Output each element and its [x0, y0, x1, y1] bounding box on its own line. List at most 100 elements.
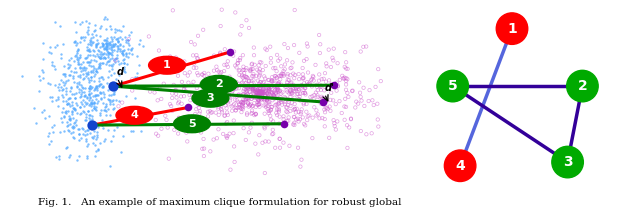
- Point: [285, 66, 296, 70]
- Point: [44, 50, 54, 54]
- Point: [97, 41, 108, 44]
- Point: [262, 92, 273, 95]
- Point: [190, 112, 200, 116]
- Point: [118, 135, 128, 138]
- Point: [198, 92, 209, 95]
- Point: [118, 45, 129, 48]
- Point: [250, 112, 260, 115]
- Point: [243, 101, 253, 104]
- Point: [105, 98, 115, 102]
- Point: [248, 87, 259, 90]
- Point: [282, 89, 292, 92]
- Point: [106, 52, 116, 55]
- Point: [61, 92, 71, 95]
- Point: [44, 114, 54, 118]
- Point: [89, 101, 99, 105]
- Point: [241, 94, 251, 97]
- Point: [221, 83, 232, 86]
- Point: [255, 81, 265, 84]
- Point: [92, 135, 102, 139]
- Point: [266, 108, 276, 111]
- Point: [267, 105, 277, 109]
- Point: [84, 93, 94, 96]
- Point: [103, 54, 113, 57]
- Point: [105, 24, 115, 28]
- Point: [342, 91, 353, 95]
- Point: [253, 92, 264, 96]
- Point: [91, 69, 101, 72]
- Point: [273, 59, 284, 62]
- Point: [120, 36, 130, 39]
- Point: [86, 39, 96, 43]
- Point: [230, 98, 240, 101]
- Point: [314, 33, 324, 37]
- Point: [233, 62, 243, 65]
- Point: [302, 118, 312, 122]
- Point: [58, 87, 68, 91]
- Point: [230, 109, 241, 112]
- Point: [270, 96, 280, 99]
- Point: [51, 155, 61, 158]
- Point: [74, 88, 84, 91]
- Point: [282, 119, 292, 122]
- Point: [112, 112, 122, 115]
- Point: [94, 66, 104, 69]
- Point: [264, 88, 274, 91]
- Point: [241, 88, 251, 91]
- Point: [225, 79, 235, 83]
- Point: [256, 91, 266, 94]
- Point: [245, 126, 255, 129]
- Point: [289, 8, 300, 12]
- Point: [256, 91, 266, 94]
- Point: [250, 93, 260, 96]
- Point: [177, 102, 187, 105]
- Point: [289, 76, 300, 80]
- Point: [341, 76, 351, 80]
- Point: [256, 90, 266, 94]
- Point: [120, 71, 130, 74]
- Point: [121, 38, 131, 41]
- Point: [273, 88, 283, 91]
- Point: [72, 51, 83, 54]
- Point: [63, 67, 73, 70]
- Point: [314, 117, 324, 120]
- Point: [76, 55, 86, 59]
- Point: [186, 40, 196, 44]
- Point: [189, 62, 199, 65]
- Point: [309, 93, 319, 97]
- Point: [87, 123, 97, 127]
- Point: [111, 77, 121, 80]
- Point: [77, 35, 88, 39]
- Point: [96, 57, 106, 60]
- Point: [79, 76, 89, 80]
- Point: [289, 108, 299, 112]
- Point: [252, 103, 262, 106]
- Point: [33, 75, 44, 78]
- Point: [81, 74, 92, 78]
- Point: [305, 95, 316, 99]
- Point: [299, 59, 309, 63]
- Point: [84, 87, 95, 91]
- Point: [285, 85, 296, 89]
- Point: [97, 82, 107, 86]
- Point: [151, 132, 161, 135]
- Point: [230, 64, 240, 67]
- Point: [149, 91, 159, 94]
- Point: [86, 91, 96, 95]
- Point: [100, 52, 111, 56]
- Point: [166, 104, 176, 108]
- Point: [315, 84, 325, 88]
- Point: [124, 43, 134, 47]
- Point: [244, 104, 255, 107]
- Point: [237, 108, 248, 111]
- Point: [218, 81, 228, 85]
- Point: [191, 66, 202, 69]
- Point: [288, 72, 298, 75]
- Point: [312, 95, 323, 99]
- Point: [77, 98, 88, 102]
- Point: [290, 107, 300, 110]
- Point: [95, 75, 106, 79]
- Point: [346, 118, 356, 121]
- Point: [282, 90, 292, 94]
- Point: [341, 88, 351, 91]
